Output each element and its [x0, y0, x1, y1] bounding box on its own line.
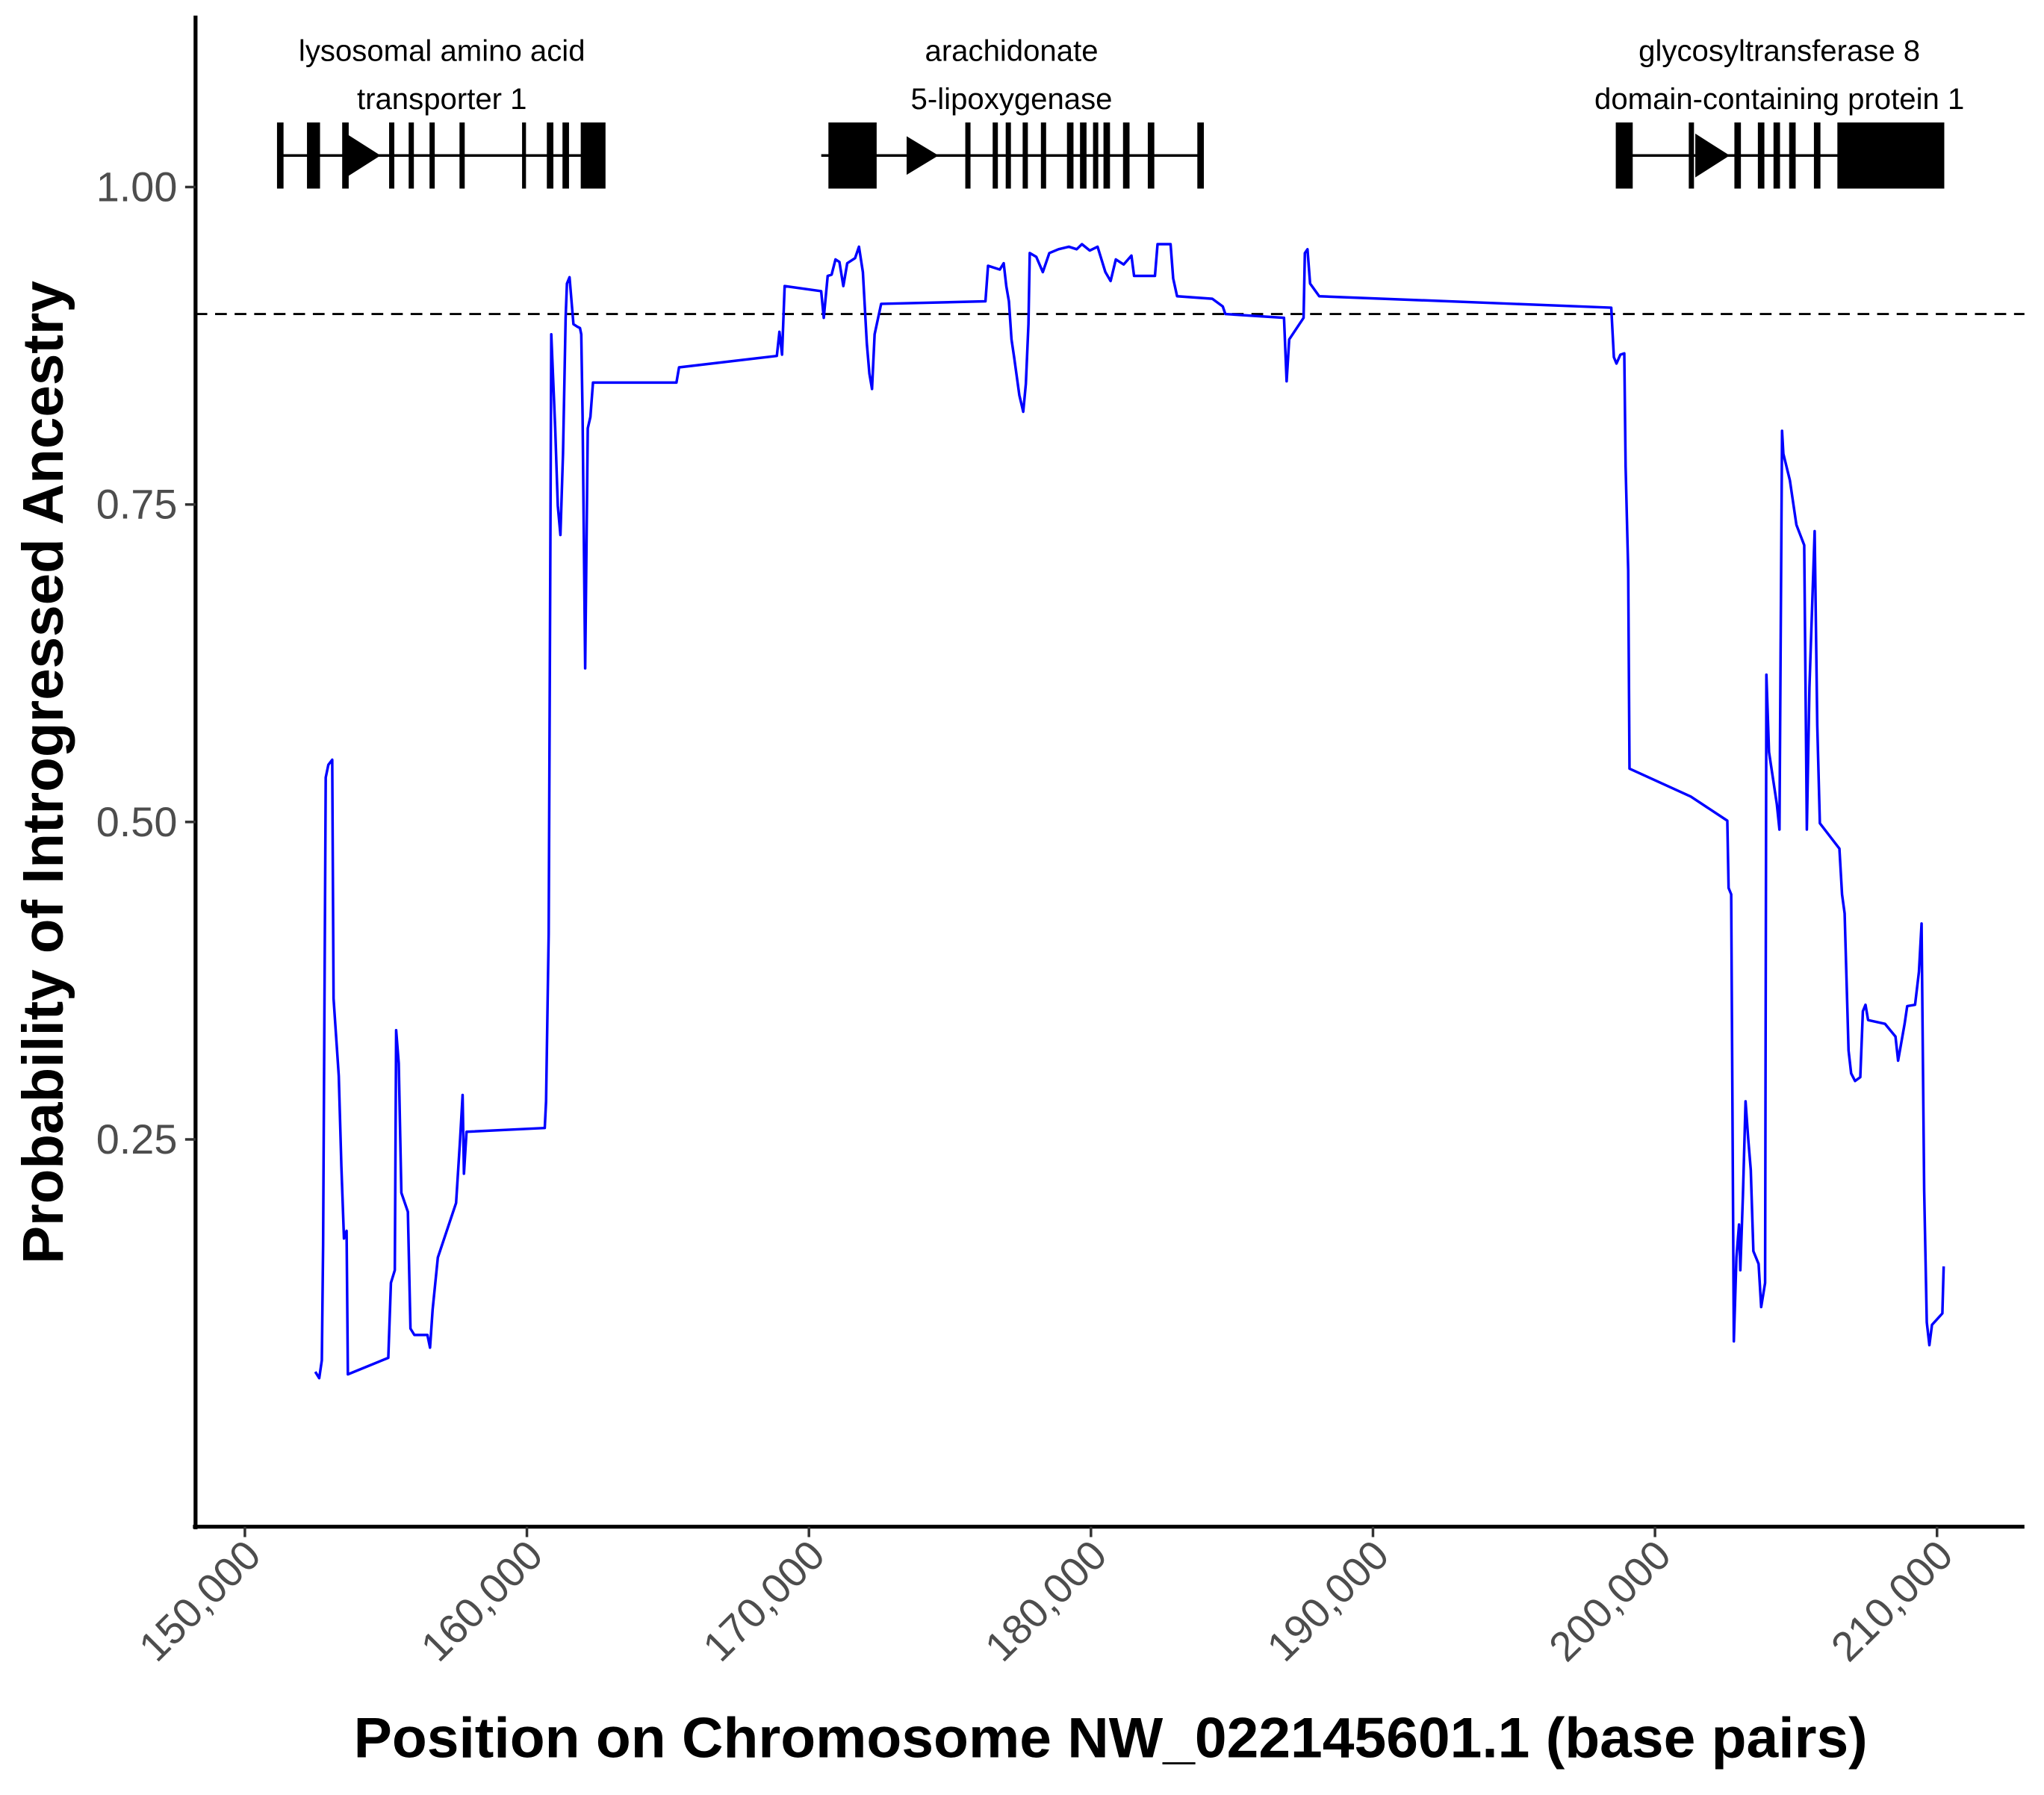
- gene-label: lysosomal amino acid: [299, 35, 585, 68]
- x-tick-label: 160,000: [412, 1531, 552, 1670]
- gene-models: [276, 122, 1945, 189]
- gene-label: 5-lipoxygenase: [911, 83, 1113, 116]
- gene-label: transporter 1: [357, 83, 527, 116]
- gene-label: arachidonate: [925, 35, 1099, 68]
- y-tick-label: 1.00: [96, 164, 178, 211]
- y-tick-label: 0.25: [96, 1116, 178, 1163]
- x-tick-label: 180,000: [976, 1531, 1116, 1670]
- data-line: [314, 243, 1945, 1380]
- gene-label: domain-containing protein 1: [1594, 83, 1964, 116]
- x-tick-label: 190,000: [1258, 1531, 1398, 1670]
- x-tick-label: 210,000: [1822, 1531, 1962, 1670]
- y-axis-title: Probability of Introgressed Ancestry: [12, 281, 75, 1264]
- gene-model: [1615, 122, 1945, 189]
- y-tick-label: 0.50: [96, 799, 178, 845]
- gene-model: [821, 122, 1205, 189]
- y-tick-label: 0.75: [96, 482, 178, 528]
- gene-model: [276, 122, 606, 189]
- x-axis-title: Position on Chromosome NW_022145601.1 (b…: [354, 1707, 1868, 1770]
- x-tick-label: 200,000: [1540, 1531, 1680, 1670]
- x-tick-label: 170,000: [694, 1531, 833, 1670]
- x-tick-label: 150,000: [130, 1531, 270, 1670]
- gene-label: glycosyltransferase 8: [1638, 35, 1920, 68]
